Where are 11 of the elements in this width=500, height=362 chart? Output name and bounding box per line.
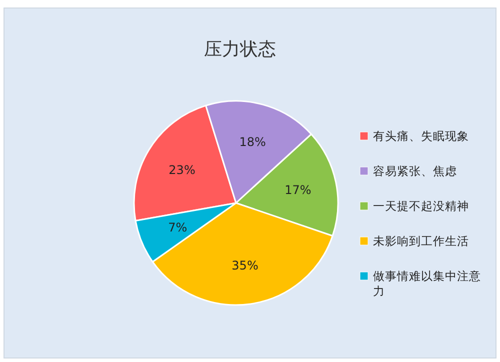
legend-label: 容易紧张、焦虑 — [373, 164, 457, 178]
legend-label: 做事情难以集中注意力 — [373, 269, 481, 298]
data-label: 17% — [284, 183, 312, 198]
legend-label: 有头痛、失眠现象 — [373, 129, 469, 143]
data-label: 35% — [232, 258, 258, 273]
data-label: 18% — [239, 134, 266, 149]
legend-label: 一天提不起没精神 — [373, 199, 469, 213]
data-label: 23% — [168, 163, 196, 178]
chart-title: 压力状态 — [204, 39, 276, 60]
data-label: 7% — [168, 220, 188, 234]
legend-label: 未影响到工作生活 — [373, 234, 469, 248]
